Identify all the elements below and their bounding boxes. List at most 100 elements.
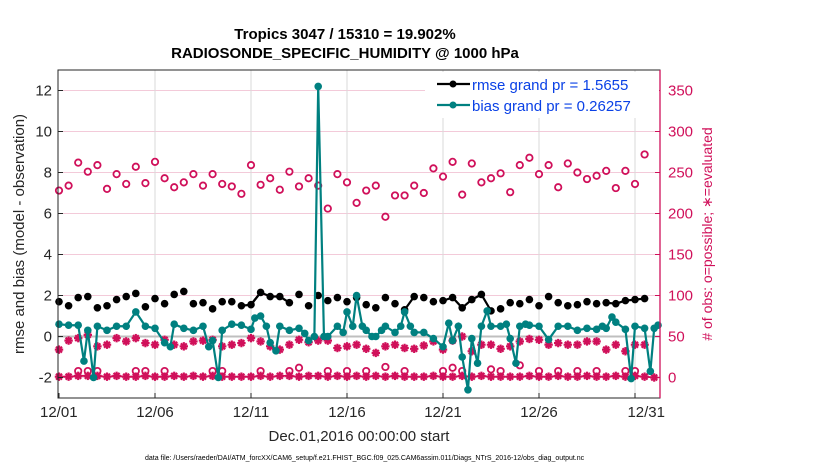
bias-marker (300, 329, 309, 338)
asterisk-stroke (170, 372, 178, 380)
asterisk-stroke (160, 372, 169, 381)
bias-marker (506, 334, 514, 343)
bias-marker (496, 322, 505, 331)
bias-marker (256, 312, 265, 320)
rmse-marker (170, 290, 178, 299)
rmse-marker (132, 289, 140, 298)
obs-evaluated-marker (93, 342, 102, 351)
bias-marker (477, 322, 486, 331)
obs-evaluated-marker (371, 348, 380, 358)
obs-possible-marker (630, 179, 640, 189)
bias-marker (214, 373, 223, 382)
obs-possible-marker (467, 159, 476, 168)
rmse-marker (439, 296, 447, 305)
bias-marker (410, 328, 419, 337)
obs-possible-marker (371, 181, 380, 190)
rmse-marker (304, 301, 313, 310)
bias-marker (468, 334, 476, 343)
asterisk-stroke (621, 372, 630, 381)
asterisk-stroke (343, 342, 351, 351)
obs-evaluated-low-marker (198, 372, 208, 381)
obs-evaluated-marker (611, 340, 620, 349)
asterisk-stroke (602, 345, 610, 354)
obs-evaluated-low-marker (304, 371, 313, 381)
tick-label-x: 12/26 (520, 404, 558, 421)
tick-label-x: 12/31 (627, 404, 665, 421)
rmse-marker (180, 287, 188, 296)
chart-title-line-1: Tropics 3047 / 15310 = 19.902% (234, 26, 455, 43)
bias-marker (266, 338, 275, 347)
obs-evaluated-low-marker (227, 372, 236, 381)
obs-evaluated-marker (198, 336, 208, 345)
obs-possible-marker (429, 164, 438, 173)
bias-marker (276, 322, 284, 331)
obs-evaluated-low-marker (554, 371, 563, 381)
bias-marker (554, 322, 562, 331)
obs-evaluated-low-marker (285, 371, 294, 381)
tick-label-x: 12/16 (328, 404, 366, 421)
bias-marker (141, 322, 150, 331)
obs-evaluated-low-marker (448, 372, 457, 381)
asterisk-stroke (429, 372, 438, 380)
obs-possible-marker (160, 174, 169, 183)
bias-marker (112, 322, 121, 331)
asterisk-stroke (612, 340, 620, 349)
asterisk-stroke (564, 340, 572, 349)
rmse-marker (544, 292, 553, 301)
tick-label-left: 4 (44, 247, 52, 264)
obs-possible-marker (506, 188, 515, 197)
obs-possible-marker (410, 181, 419, 190)
bias-marker (251, 314, 259, 322)
obs-evaluated-low-marker (390, 371, 400, 381)
asterisk-stroke (535, 372, 543, 381)
obs-possible-marker (592, 171, 601, 180)
obs-possible-marker (419, 188, 428, 198)
obs-evaluated-low-marker (515, 372, 524, 381)
asterisk-stroke (55, 372, 63, 381)
legend-rmse-label: rmse grand pr = 1.5655 (472, 77, 628, 94)
asterisk-stroke (208, 372, 217, 380)
data-file-footer: data file: /Users/raeder/DAI/ATM_forcXX/… (145, 455, 585, 462)
tick-label-right: 0 (668, 370, 676, 387)
obs-evaluated-low-marker (602, 372, 611, 381)
asterisk-stroke (487, 340, 495, 349)
asterisk-stroke (410, 345, 418, 353)
obs-evaluated-marker (582, 337, 592, 346)
obs-possible-marker (525, 153, 534, 162)
asterisk-stroke (362, 345, 370, 353)
asterisk-stroke (180, 372, 188, 381)
obs-possible-marker (93, 161, 102, 170)
bias-marker (372, 332, 380, 341)
obs-evaluated-marker (294, 335, 304, 344)
rmse-marker (573, 300, 582, 309)
obs-evaluated-low-marker (352, 371, 361, 381)
obs-possible-marker (563, 159, 572, 168)
obs-possible-marker (179, 178, 188, 187)
bias-marker (204, 342, 213, 351)
obs-evaluated-low-marker (534, 372, 544, 381)
obs-evaluated-low-marker (563, 372, 572, 381)
asterisk-stroke (199, 336, 207, 345)
asterisk-stroke (400, 372, 409, 381)
bias-marker (189, 326, 198, 335)
tick-label-left: 6 (44, 206, 52, 223)
legend-box (425, 72, 659, 118)
rmse-marker (448, 293, 457, 302)
obs-evaluated-low-marker (573, 372, 582, 381)
asterisk-stroke (141, 372, 150, 380)
obs-possible-marker (390, 191, 400, 200)
tick-label-x: 12/21 (424, 404, 462, 421)
plot-frame (57, 69, 661, 399)
bias-marker (199, 322, 207, 331)
tick-label-left: 10 (35, 124, 52, 141)
asterisk-stroke (525, 335, 534, 343)
asterisk-stroke (199, 372, 207, 381)
bias-marker (396, 322, 405, 331)
asterisk-stroke (247, 372, 255, 381)
tick-label-x: 12/01 (40, 404, 78, 421)
bias-marker (122, 322, 130, 331)
asterisk-stroke (132, 372, 140, 381)
asterisk-stroke (112, 372, 121, 380)
series-obs-low (54, 361, 659, 382)
bias-marker (348, 322, 357, 331)
